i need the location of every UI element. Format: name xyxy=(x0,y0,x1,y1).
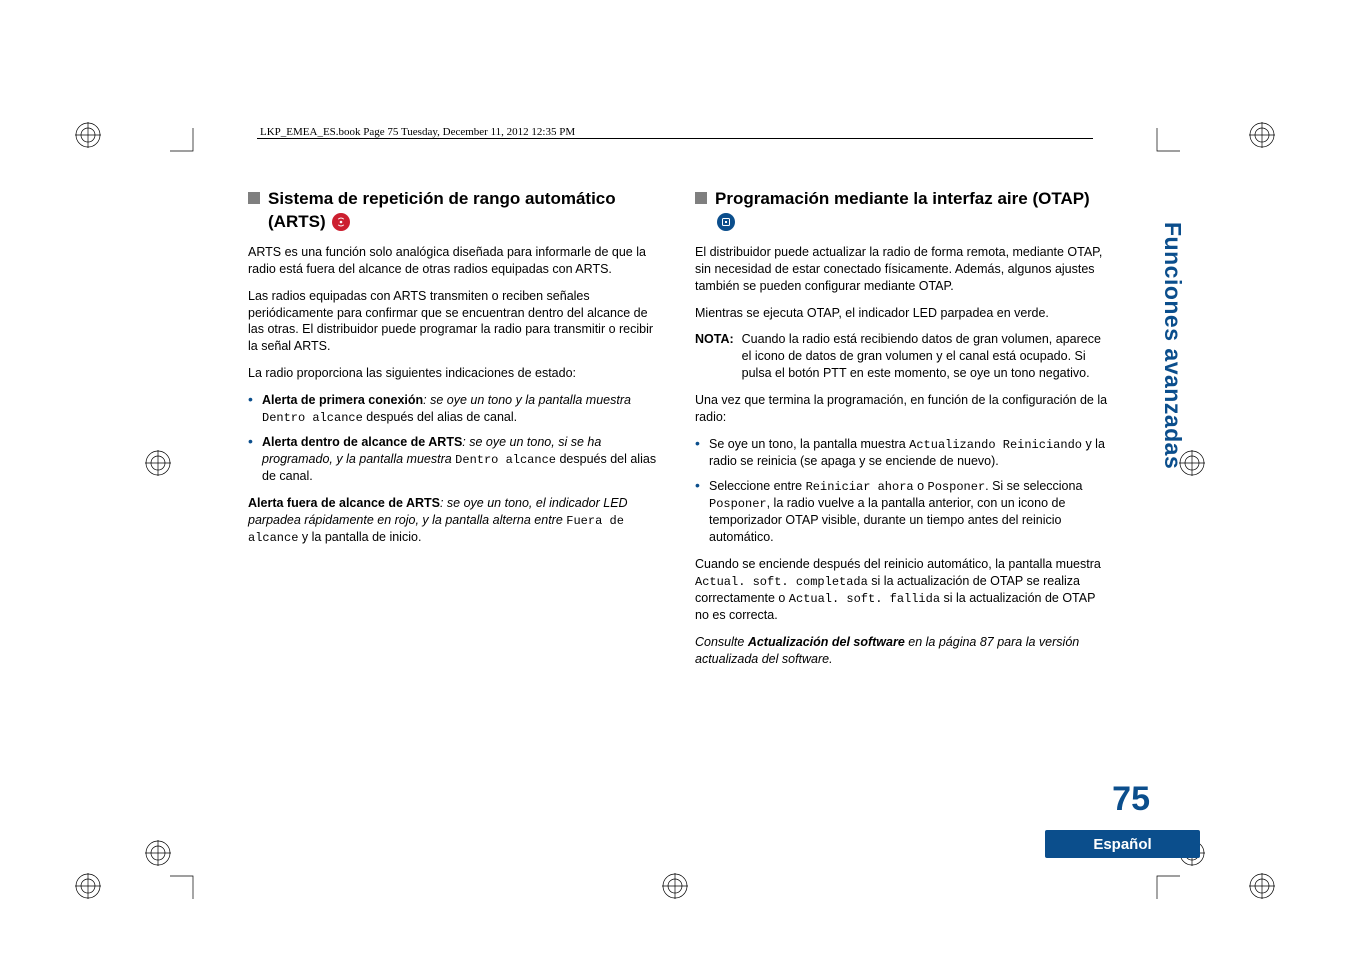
body-text: Alerta fuera de alcance de ARTS: se oye … xyxy=(248,495,661,546)
right-column: Programación mediante la interfaz aire (… xyxy=(695,188,1108,848)
mono-text: Posponer xyxy=(709,497,767,511)
italic-text: Consulte xyxy=(695,635,748,649)
reg-mark-icon xyxy=(75,122,101,148)
mono-text: Posponer xyxy=(928,480,986,494)
reg-mark-icon xyxy=(75,873,101,899)
body-text: Se oye un tono, la pantalla muestra xyxy=(709,437,909,451)
mono-text: Reiniciar ahora xyxy=(806,480,914,494)
list-item: Se oye un tono, la pantalla muestra Actu… xyxy=(695,436,1108,470)
body-text: El distribuidor puede actualizar la radi… xyxy=(695,244,1108,295)
mono-text: Actual. soft. completada xyxy=(695,575,868,589)
section-title-otap: Programación mediante la interfaz aire (… xyxy=(695,188,1108,234)
body-text: Las radios equipadas con ARTS transmiten… xyxy=(248,288,661,356)
mono-text: Dentro alcance xyxy=(262,411,363,425)
note-block: NOTA: Cuando la radio está recibiendo da… xyxy=(695,331,1108,382)
side-tab-label: Funciones avanzadas xyxy=(1106,222,1186,469)
body-text: Cuando se enciende después del reinicio … xyxy=(695,557,1101,571)
header-rule xyxy=(257,138,1093,139)
body-text: Una vez que termina la programación, en … xyxy=(695,392,1108,426)
crop-mark-icon xyxy=(170,860,204,899)
bullet-list: Se oye un tono, la pantalla muestra Actu… xyxy=(695,436,1108,546)
left-column: Sistema de repetición de rango automátic… xyxy=(248,188,661,848)
reg-mark-icon xyxy=(145,450,171,476)
title-text: Programación mediante la interfaz aire (… xyxy=(715,189,1090,208)
body-text: después del alias de canal. xyxy=(363,410,517,424)
reg-mark-icon xyxy=(1249,122,1275,148)
reg-mark-icon xyxy=(145,840,171,866)
reg-mark-icon xyxy=(662,873,688,899)
body-text: ARTS es una función solo analógica diseñ… xyxy=(248,244,661,278)
body-text: y la pantalla de inicio. xyxy=(298,530,421,544)
mono-text: Dentro alcance xyxy=(455,453,556,467)
page-content: Sistema de repetición de rango automátic… xyxy=(248,188,1108,848)
body-text: Seleccione entre xyxy=(709,479,806,493)
note-text: Cuando la radio está recibiendo datos de… xyxy=(742,331,1108,382)
bold-text: Alerta dentro de alcance de ARTS xyxy=(262,435,462,449)
list-item: Alerta dentro de alcance de ARTS: se oye… xyxy=(248,434,661,485)
body-text: o xyxy=(914,479,928,493)
list-item: Seleccione entre Reiniciar ahora o Pospo… xyxy=(695,478,1108,546)
bold-text: Alerta de primera conexión xyxy=(262,393,423,407)
analog-badge-icon xyxy=(332,213,350,231)
reg-mark-icon xyxy=(1249,873,1275,899)
body-text: Cuando se enciende después del reinicio … xyxy=(695,556,1108,624)
digital-badge-icon xyxy=(717,213,735,231)
bullet-list: Alerta de primera conexión: se oye un to… xyxy=(248,392,661,485)
crop-mark-icon xyxy=(1146,860,1180,899)
title-text: Sistema de repetición de rango automátic… xyxy=(268,189,616,231)
italic-text: : se oye un tono y la pantalla muestra xyxy=(423,393,631,407)
cross-reference: Consulte Actualización del software en l… xyxy=(695,634,1108,668)
section-marker-icon xyxy=(248,192,260,204)
body-text: . Si se selecciona xyxy=(985,479,1082,493)
crop-mark-icon xyxy=(170,128,204,167)
section-marker-icon xyxy=(695,192,707,204)
mono-text: Actual. soft. fallida xyxy=(789,592,940,606)
crop-mark-icon xyxy=(1146,128,1180,167)
list-item: Alerta de primera conexión: se oye un to… xyxy=(248,392,661,426)
body-text: Mientras se ejecuta OTAP, el indicador L… xyxy=(695,305,1108,322)
body-text: La radio proporciona las siguientes indi… xyxy=(248,365,661,382)
section-title-arts: Sistema de repetición de rango automátic… xyxy=(248,188,661,234)
language-tab: Español xyxy=(1045,830,1200,858)
note-label: NOTA: xyxy=(695,331,734,382)
bold-text: Alerta fuera de alcance de ARTS xyxy=(248,496,440,510)
bold-italic-text: Actualización del software xyxy=(748,635,905,649)
page-number: 75 xyxy=(1112,780,1150,819)
mono-text: Actualizando Reiniciando xyxy=(909,438,1082,452)
header-text: LKP_EMEA_ES.book Page 75 Tuesday, Decemb… xyxy=(260,126,575,138)
